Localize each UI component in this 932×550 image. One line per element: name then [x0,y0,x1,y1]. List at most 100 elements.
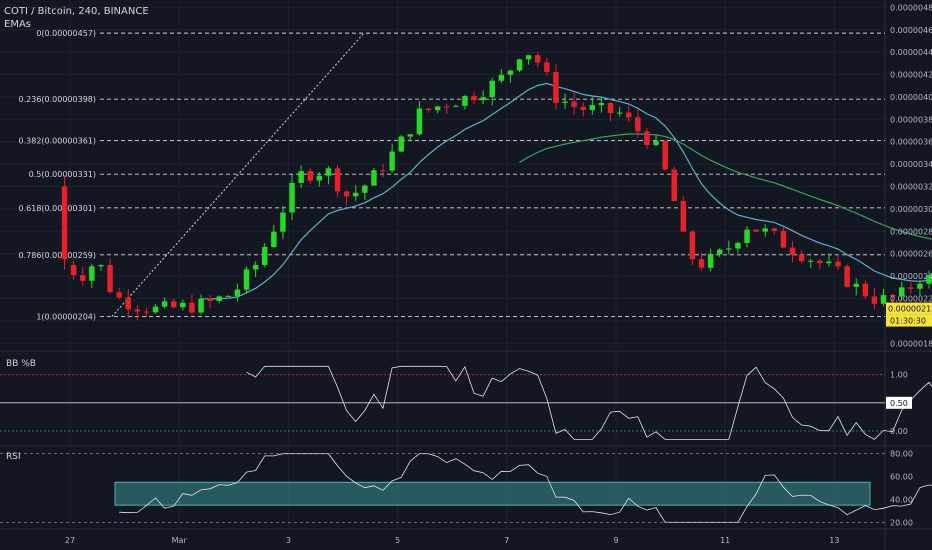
candle [98,264,104,271]
bbp-title: BB %B [6,359,36,369]
countdown-label: 01:30:30 [890,317,926,326]
candle-body [735,242,741,249]
candle-body [271,231,277,248]
bbp-axis-tick: 1.00 [890,371,908,380]
candle-body [225,295,232,297]
rsi-band [114,481,871,506]
candle [862,280,869,300]
fib-level-label: 0.618(0.00000301) [19,204,97,213]
candle-body [444,106,450,108]
candle [498,69,505,84]
candle-body [707,254,714,268]
candle-body [853,283,859,287]
candle-body [753,229,759,232]
candle-body [125,297,131,310]
fib-level-label: 0.786(0.00000259) [19,251,97,260]
candle [717,248,723,258]
candle-body [662,141,668,170]
candle-body [498,74,505,81]
candle-body [607,102,614,113]
candle [798,250,805,264]
candle-body [762,228,768,232]
candle-body [525,55,532,60]
candle-body [562,101,568,103]
candle [198,294,204,315]
bbp-axis-tick: 0.00 [890,427,908,436]
candle [334,165,341,197]
candle [516,58,523,73]
candle-body [516,59,523,71]
candle [107,259,113,294]
candle [171,298,177,309]
candle [180,299,186,311]
candle [571,92,577,115]
candle [589,96,596,115]
rsi-title: RSI [6,452,21,462]
candle-body [889,295,896,297]
candle-body [152,306,159,313]
fib-level-label: 0.382(0.00000361) [19,137,97,146]
time-axis-tick: 7 [504,536,509,545]
candle [544,57,550,76]
candle-body [489,80,495,98]
candle [471,91,477,104]
candle [262,243,268,268]
rsi-axis-tick: 60.00 [890,473,913,482]
candle [844,264,850,288]
candle [635,109,641,138]
candle-body [780,230,787,248]
candle [562,93,568,109]
rsi-axis-tick: 40.00 [890,495,913,504]
candle [753,229,759,233]
candle [453,104,459,107]
candle-body [434,106,441,111]
candle-body [353,192,359,197]
candle [116,287,122,300]
candle [598,97,605,113]
candle-body [653,141,659,146]
candle-body [826,261,832,264]
candle [535,51,541,68]
time-axis-tick: Mar [172,536,188,545]
price-axis-tick: 0.00000180 [890,339,932,348]
candle [325,165,332,185]
candle-body [234,289,241,296]
fib-level-label: 1(0.00000204) [36,312,96,321]
candle-body [298,171,304,183]
candle-body [871,296,878,304]
candle [316,172,323,187]
fib-trend-line [111,32,365,317]
candle-body [280,212,286,232]
candle-body [571,101,577,107]
candle [735,241,741,253]
candle-body [507,70,514,75]
candle [817,258,823,269]
candle [252,261,259,277]
candle [398,135,404,152]
candle [525,54,532,65]
candle-body [544,62,550,72]
candle [644,128,650,150]
candle [607,102,614,122]
candle-body [453,105,459,107]
time-axis-tick: 27 [65,536,75,545]
candle-body [407,134,414,137]
candle-body [216,296,222,301]
candle [80,267,86,287]
candle [616,106,623,117]
candle [780,227,787,248]
candle [380,163,386,177]
candle [61,175,68,270]
candle-body [252,264,259,270]
ema-indicator-label: EMAs [4,19,31,30]
candle-body [389,151,395,171]
candle-body [880,295,887,304]
candle [835,254,841,270]
